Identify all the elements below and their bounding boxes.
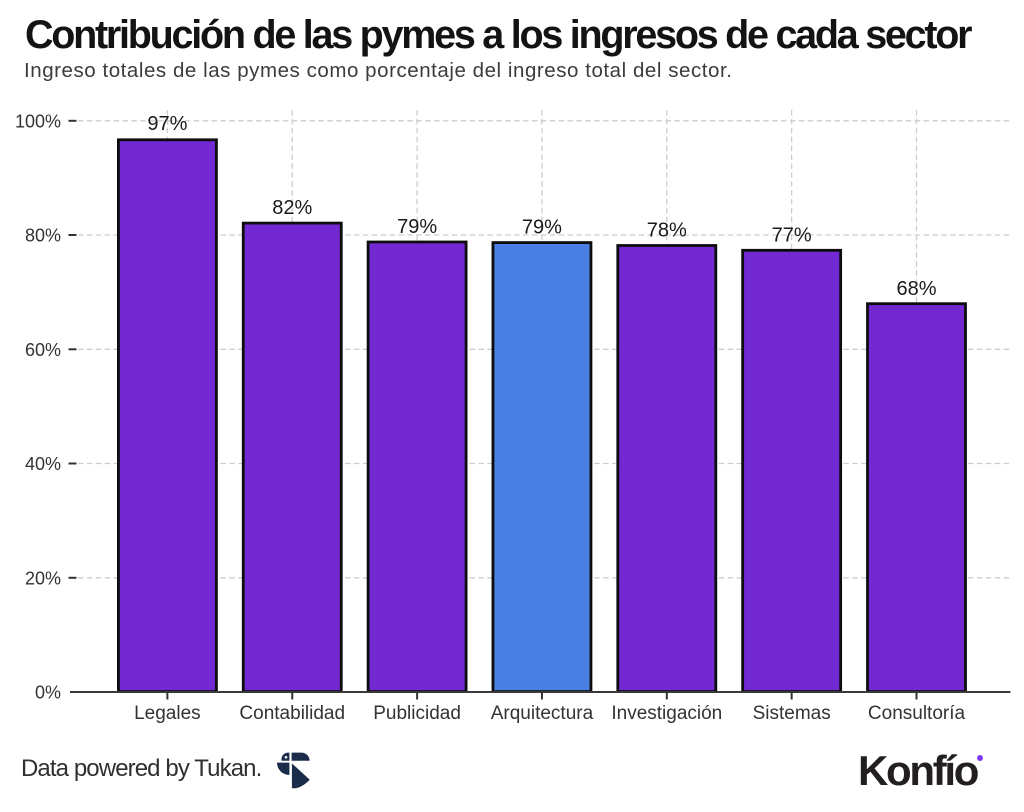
svg-text:40%: 40% xyxy=(25,454,61,474)
svg-text:79%: 79% xyxy=(397,216,437,238)
svg-text:82%: 82% xyxy=(272,197,312,219)
svg-text:Sistemas: Sistemas xyxy=(753,703,831,724)
svg-text:20%: 20% xyxy=(25,568,61,588)
svg-text:80%: 80% xyxy=(25,226,61,246)
svg-text:78%: 78% xyxy=(647,220,687,242)
svg-text:60%: 60% xyxy=(25,340,61,360)
svg-text:100%: 100% xyxy=(15,111,61,131)
svg-text:Arquitectura: Arquitectura xyxy=(491,703,594,724)
svg-text:Publicidad: Publicidad xyxy=(373,703,461,724)
svg-text:Contabilidad: Contabilidad xyxy=(239,703,345,724)
svg-text:Consultoría: Consultoría xyxy=(868,703,966,724)
svg-text:77%: 77% xyxy=(772,224,812,246)
svg-text:79%: 79% xyxy=(522,217,562,239)
svg-text:Legales: Legales xyxy=(134,703,201,724)
svg-text:Investigación: Investigación xyxy=(611,703,722,724)
svg-text:68%: 68% xyxy=(896,278,936,300)
svg-text:0%: 0% xyxy=(35,683,61,703)
svg-text:97%: 97% xyxy=(147,113,187,135)
